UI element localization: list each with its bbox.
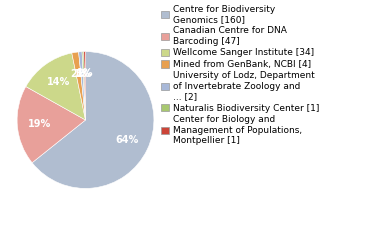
- Wedge shape: [84, 52, 86, 120]
- Wedge shape: [72, 52, 86, 120]
- Wedge shape: [79, 52, 86, 120]
- Wedge shape: [32, 52, 154, 188]
- Text: 14%: 14%: [46, 78, 70, 87]
- Wedge shape: [26, 53, 86, 120]
- Text: 1%: 1%: [74, 69, 90, 79]
- Text: 1%: 1%: [76, 69, 92, 78]
- Text: 2%: 2%: [70, 69, 87, 79]
- Wedge shape: [17, 87, 85, 163]
- Text: 1%: 1%: [77, 68, 93, 78]
- Legend: Centre for Biodiversity
Genomics [160], Canadian Centre for DNA
Barcoding [47], : Centre for Biodiversity Genomics [160], …: [161, 5, 319, 145]
- Text: 19%: 19%: [27, 119, 51, 129]
- Wedge shape: [82, 52, 86, 120]
- Text: 64%: 64%: [116, 135, 139, 145]
